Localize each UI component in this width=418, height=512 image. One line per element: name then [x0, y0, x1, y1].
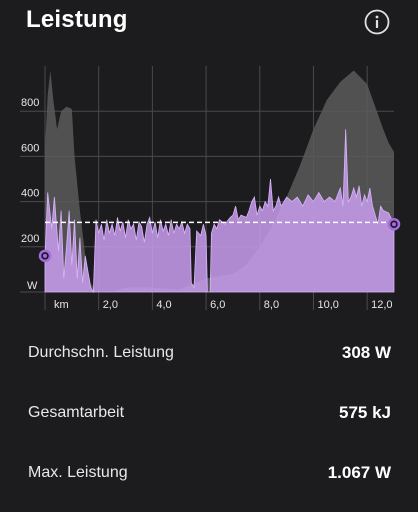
y-tick-label: 600: [21, 142, 39, 154]
stat-average-power: Durchschn. Leistung 308 W: [0, 338, 418, 368]
x-tick-label: 4,0: [156, 299, 171, 311]
stat-label: Gesamtarbeit: [28, 404, 125, 421]
stat-max-power: Max. Leistung 1.067 W: [0, 458, 418, 488]
stat-value: 575 kJ: [339, 403, 391, 422]
end-marker-dot: [392, 222, 396, 227]
x-tick-label: 6,0: [210, 299, 225, 311]
x-tick-label: 12,0: [371, 299, 392, 311]
y-tick-label: 200: [21, 233, 39, 245]
x-tick-label: 2,0: [103, 299, 118, 311]
y-unit-label: W: [27, 280, 38, 292]
power-chart[interactable]: 200 400 600 800 W 2,0 4,0 6,0 8,0 10,0 12,0 km: [0, 56, 418, 320]
y-tick-label: 400: [21, 188, 39, 200]
power-area: [44, 129, 395, 294]
x-tick-label: 8,0: [264, 299, 279, 311]
stat-label: Durchschn. Leistung: [28, 344, 174, 361]
x-tick-label: 10,0: [317, 299, 338, 311]
stat-label: Max. Leistung: [28, 464, 128, 481]
page-title: Leistung: [26, 6, 128, 33]
info-button[interactable]: [364, 9, 390, 35]
x-unit-label: km: [54, 299, 69, 311]
stat-value: 308 W: [341, 343, 391, 362]
stat-value: 1.067 W: [327, 463, 391, 482]
info-icon: [364, 9, 390, 35]
start-marker-dot: [43, 253, 47, 258]
y-tick-label: 800: [21, 97, 39, 109]
stat-total-work: Gesamtarbeit 575 kJ: [0, 398, 418, 428]
